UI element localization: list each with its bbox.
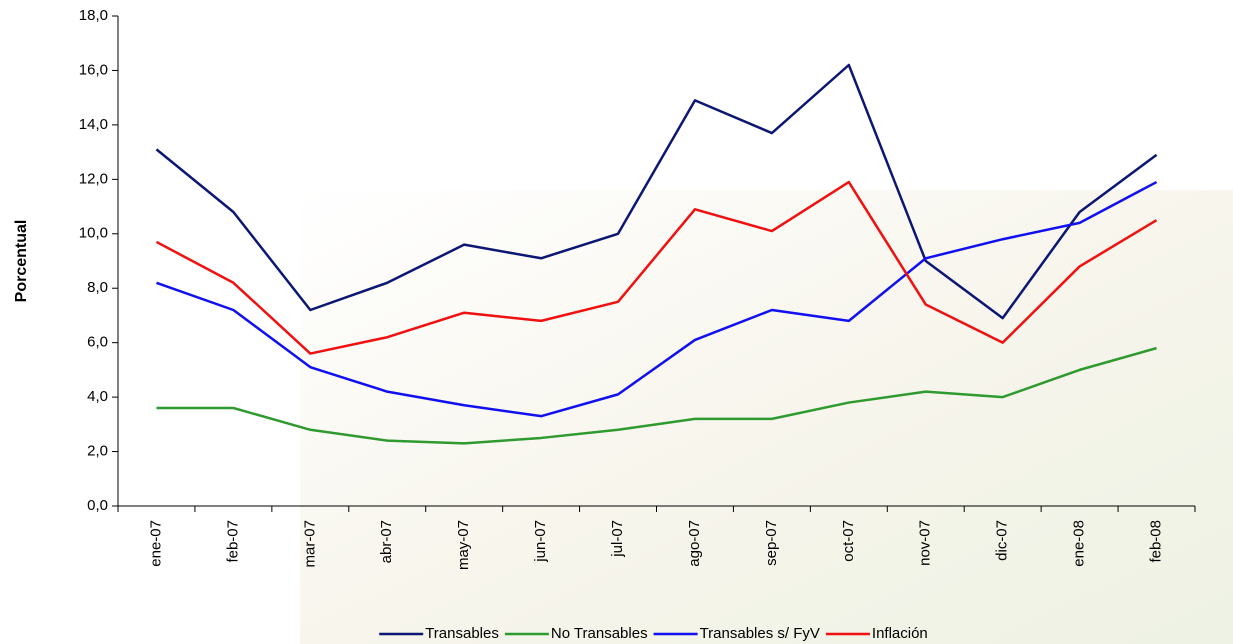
x-tick-label: feb-07 — [224, 520, 241, 563]
x-tick-label: ene-07 — [147, 520, 164, 567]
legend-label: No Transables — [551, 625, 648, 642]
y-tick-label: 10,0 — [79, 225, 108, 242]
series-line — [155, 63, 1158, 320]
y-axis-label: Porcentual — [13, 220, 30, 303]
x-tick-label: oct-07 — [840, 520, 857, 562]
series-line — [156, 180, 1158, 418]
y-tick-label: 14,0 — [79, 116, 108, 133]
y-tick-label: 18,0 — [79, 7, 108, 24]
x-tick-label: sep-07 — [763, 520, 780, 566]
x-tick-label: ago-07 — [686, 520, 703, 567]
x-tick-label: abr-07 — [378, 520, 395, 563]
y-tick-label: 6,0 — [87, 334, 108, 351]
x-tick-label: jun-07 — [532, 520, 549, 563]
legend-label: Transables s/ FyV — [700, 625, 820, 642]
x-tick-label: mar-07 — [301, 520, 318, 568]
y-tick-label: 4,0 — [87, 388, 108, 405]
y-tick-label: 0,0 — [87, 497, 108, 514]
y-tick-label: 12,0 — [79, 170, 108, 187]
legend-label: Inflación — [872, 625, 928, 642]
x-tick-label: may-07 — [455, 520, 472, 570]
x-tick-label: feb-08 — [1148, 520, 1165, 563]
background-photo — [300, 190, 1233, 644]
y-tick-label: 8,0 — [87, 279, 108, 296]
y-tick-label: 16,0 — [79, 61, 108, 78]
series-line — [156, 346, 1157, 445]
series-line — [155, 180, 1158, 355]
x-tick-label: jul-07 — [609, 520, 626, 558]
x-tick-label: nov-07 — [917, 520, 934, 566]
x-tick-label: ene-08 — [1071, 520, 1088, 567]
legend-label: Transables — [425, 625, 499, 642]
y-tick-label: 2,0 — [87, 443, 108, 460]
x-tick-label: dic-07 — [994, 520, 1011, 561]
